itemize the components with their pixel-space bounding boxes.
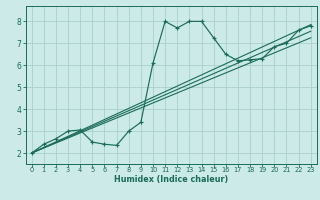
X-axis label: Humidex (Indice chaleur): Humidex (Indice chaleur) [114,175,228,184]
